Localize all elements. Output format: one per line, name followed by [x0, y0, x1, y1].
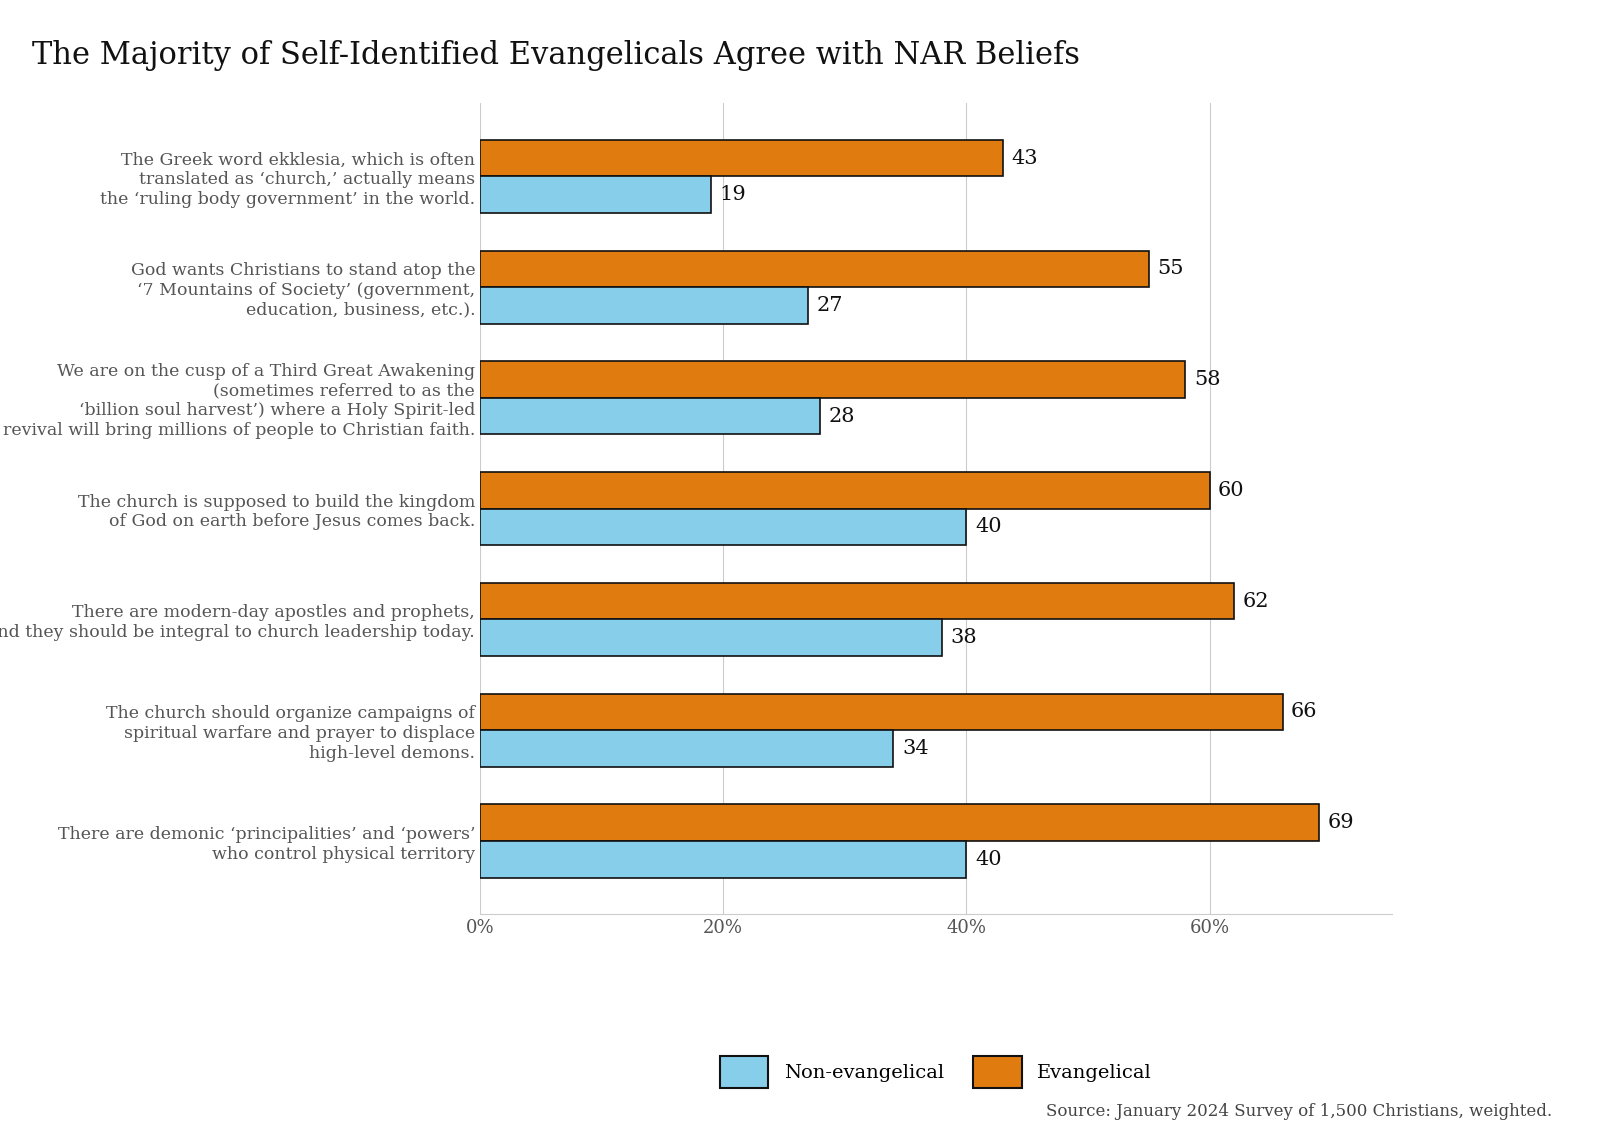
Bar [480, 583, 1234, 620]
Text: 60: 60 [1218, 481, 1245, 499]
Text: 58: 58 [1194, 370, 1221, 389]
Bar [480, 250, 1149, 287]
Bar [480, 841, 966, 878]
Bar [480, 472, 1210, 509]
Text: 34: 34 [902, 740, 928, 758]
Text: 69: 69 [1328, 813, 1354, 832]
Bar [480, 361, 1186, 398]
Text: 38: 38 [950, 629, 978, 647]
Bar [480, 805, 1318, 841]
Bar [480, 620, 942, 656]
Text: 19: 19 [720, 185, 746, 205]
Text: 40: 40 [974, 518, 1002, 536]
Text: 28: 28 [829, 407, 856, 425]
Text: Source: January 2024 Survey of 1,500 Christians, weighted.: Source: January 2024 Survey of 1,500 Chr… [1046, 1103, 1552, 1120]
Bar [480, 509, 966, 545]
Text: 55: 55 [1157, 259, 1184, 278]
Text: 40: 40 [974, 849, 1002, 869]
Bar [480, 287, 808, 323]
Bar [480, 694, 1283, 730]
Legend: Non-evangelical, Evangelical: Non-evangelical, Evangelical [701, 1036, 1171, 1108]
Text: The Majority of Self-Identified Evangelicals Agree with NAR Beliefs: The Majority of Self-Identified Evangeli… [32, 40, 1080, 71]
Bar [480, 176, 710, 213]
Text: 66: 66 [1291, 703, 1317, 721]
Bar [480, 398, 821, 434]
Bar [480, 139, 1003, 176]
Text: 43: 43 [1011, 149, 1038, 168]
Text: 62: 62 [1243, 592, 1269, 610]
Text: 27: 27 [818, 296, 843, 314]
Bar [480, 730, 893, 767]
